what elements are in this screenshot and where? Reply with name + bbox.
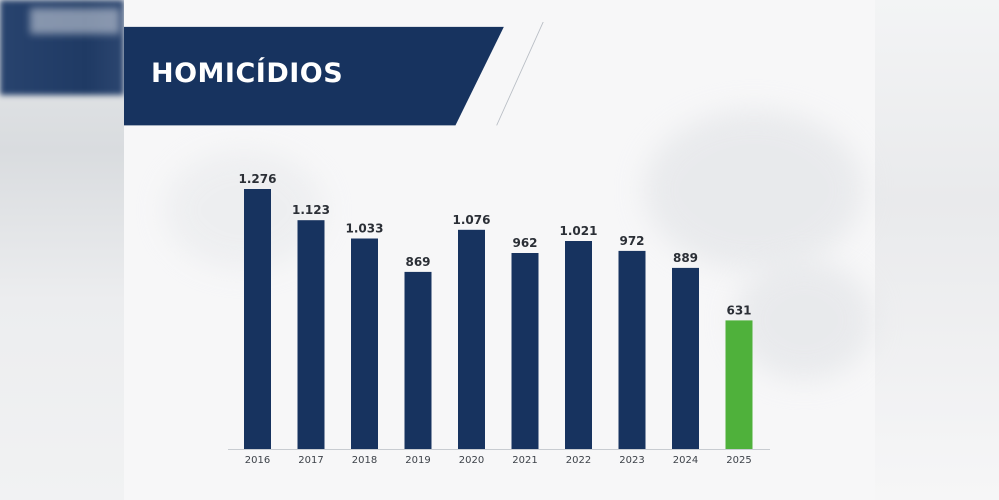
value-label-2020: 1.076: [453, 213, 491, 227]
title-banner: [124, 22, 544, 126]
bar-2025: [725, 320, 753, 449]
value-label-2022: 1.021: [560, 224, 598, 238]
value-label-2016: 1.276: [239, 172, 277, 186]
title-banner-fill: [124, 26, 504, 126]
bar-2016: [244, 189, 271, 449]
bar-2024: [672, 267, 699, 449]
bar-2018: [351, 238, 378, 449]
background-right-blur: [875, 0, 999, 500]
title-banner-outline: [496, 22, 544, 126]
value-label-2018: 1.033: [346, 222, 384, 236]
background-left-blur: [0, 0, 124, 500]
background-banner-highlight: [30, 8, 120, 34]
bar-2019: [404, 271, 432, 449]
category-label-2025: 2025: [726, 455, 751, 466]
bar-2020: [458, 229, 485, 449]
bar-2022: [565, 241, 592, 449]
category-label-2019: 2019: [405, 455, 430, 466]
category-label-2017: 2017: [298, 455, 323, 466]
category-label-2023: 2023: [619, 455, 644, 466]
category-label-2018: 2018: [352, 455, 377, 466]
bar-2021: [511, 253, 539, 449]
bar-2023: [618, 250, 646, 449]
category-label-2016: 2016: [245, 455, 270, 466]
value-label-2021: 962: [512, 236, 537, 250]
category-label-2021: 2021: [512, 455, 537, 466]
value-label-2019: 869: [405, 255, 430, 269]
category-label-2020: 2020: [459, 455, 484, 466]
value-label-2025: 631: [726, 303, 751, 317]
chart-title: HOMICÍDIOS: [151, 58, 344, 89]
category-label-2024: 2024: [673, 455, 698, 466]
bar-2017: [297, 220, 325, 449]
value-label-2023: 972: [619, 234, 644, 248]
value-label-2024: 889: [673, 251, 698, 265]
value-label-2017: 1.123: [292, 203, 330, 217]
category-label-2022: 2022: [566, 455, 591, 466]
